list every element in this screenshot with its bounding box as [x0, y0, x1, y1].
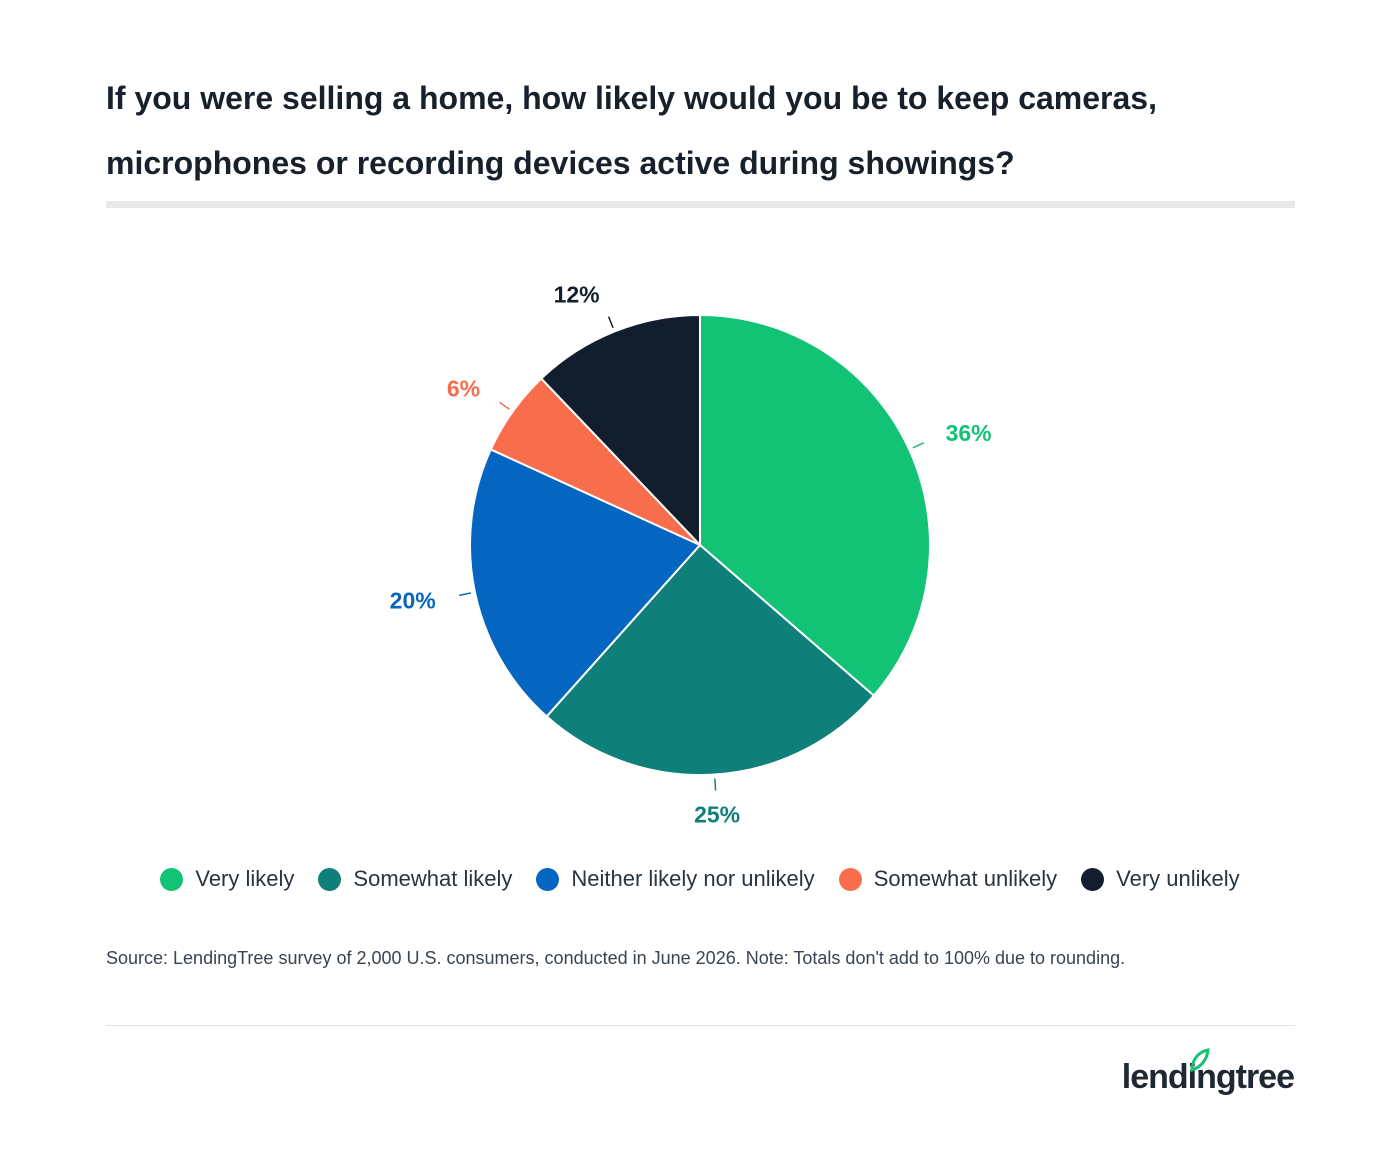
data-label: 20% [390, 587, 436, 613]
pie-data-labels: 36% 25% 20% 6% 12% [390, 281, 992, 827]
pie-slice-neither-likely-nor-unlikely [469, 448, 702, 718]
legend-label: Very unlikely [1116, 866, 1240, 891]
legend-swatch [160, 867, 184, 891]
lendingtree-logo: lendingtree [1121, 1048, 1295, 1097]
leader-line [714, 778, 717, 791]
legend-swatch [536, 867, 560, 891]
chart-title: If you were selling a home, how likely w… [106, 80, 1157, 181]
pie-leader-lines [459, 316, 925, 791]
title-divider [106, 201, 1295, 208]
legend-label: Very likely [195, 866, 295, 891]
data-label: 12% [554, 281, 600, 307]
leader-line [607, 316, 614, 329]
leader-line [912, 442, 925, 449]
pie-slices [469, 313, 931, 776]
legend-swatch [838, 867, 862, 891]
source-note: Source: LendingTree survey of 2,000 U.S.… [106, 948, 1126, 968]
legend-item: Neither likely nor unlikely [536, 866, 815, 892]
legend-item: Very unlikely [1081, 866, 1240, 892]
data-label: 25% [694, 801, 740, 827]
legend-item: Very likely [160, 866, 294, 892]
pie-slice-somewhat-likely [545, 543, 876, 776]
logo-text: lendingtree [1121, 1058, 1295, 1096]
legend-label: Neither likely nor unlikely [571, 866, 815, 891]
data-label: 36% [946, 420, 992, 446]
legend-label: Somewhat likely [353, 866, 513, 891]
data-label: 6% [447, 375, 480, 401]
legend-item: Somewhat likely [318, 866, 512, 892]
leader-line [499, 401, 510, 410]
leaf-icon [1190, 1048, 1210, 1072]
legend-swatch [318, 867, 342, 891]
legend-swatch [1081, 867, 1105, 891]
pie-slice-very-likely [699, 313, 931, 698]
pie-slice-very-unlikely [539, 313, 701, 548]
leader-line [459, 592, 472, 597]
legend-label: Somewhat unlikely [873, 866, 1058, 891]
legend-item: Somewhat unlikely [838, 866, 1058, 892]
footer-divider [106, 1025, 1295, 1026]
chart-legend: Very likely Somewhat likely Neither likely… [0, 866, 1400, 892]
